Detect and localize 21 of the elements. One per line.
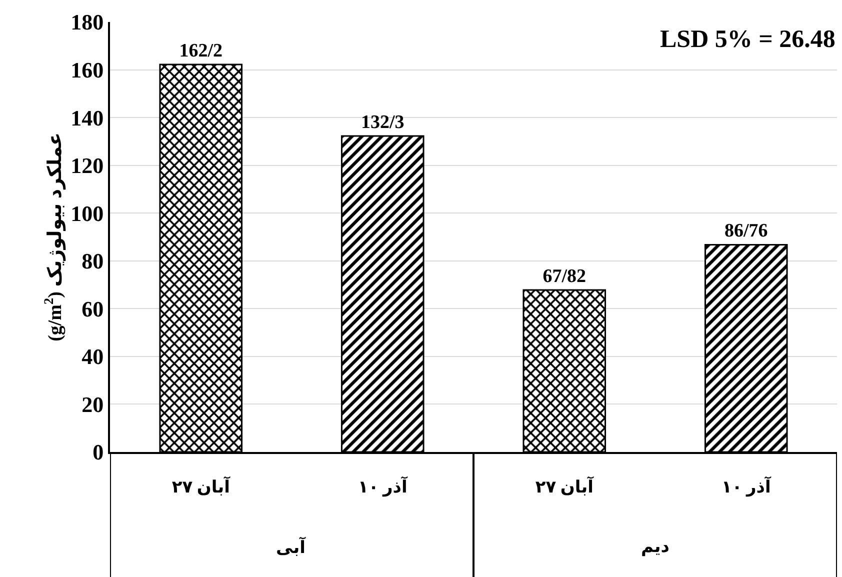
data-label: 162/2 — [179, 40, 223, 62]
data-label: 132/3 — [360, 112, 404, 133]
annotation: LSD 5% = 26.48 — [660, 26, 836, 53]
data-label: 86/76 — [724, 220, 768, 242]
y-tick-label: 160 — [70, 57, 104, 82]
x-tick-label: آبان ۲۷ — [172, 475, 232, 496]
y-tick-label: 60 — [82, 296, 104, 322]
x-tick-label: آذر ۱۰ — [721, 475, 772, 498]
y-tick-label: 40 — [82, 344, 104, 370]
y-tick-label: 20 — [82, 392, 104, 417]
y-tick-label: 80 — [82, 248, 104, 274]
x-tick-label: آذر ۱۰ — [358, 475, 408, 498]
y-tick-label: 100 — [70, 200, 104, 226]
text: دیم — [641, 537, 670, 557]
x-tick-label: آبان ۲۷ — [535, 475, 595, 496]
text: آبی — [276, 536, 307, 557]
y-tick-label: 180 — [70, 10, 104, 35]
data-label: 67/82 — [542, 266, 586, 287]
y-tick-label: 140 — [70, 105, 104, 130]
y-tick-label: 0 — [92, 440, 104, 465]
y-tick-label: 120 — [70, 153, 104, 178]
